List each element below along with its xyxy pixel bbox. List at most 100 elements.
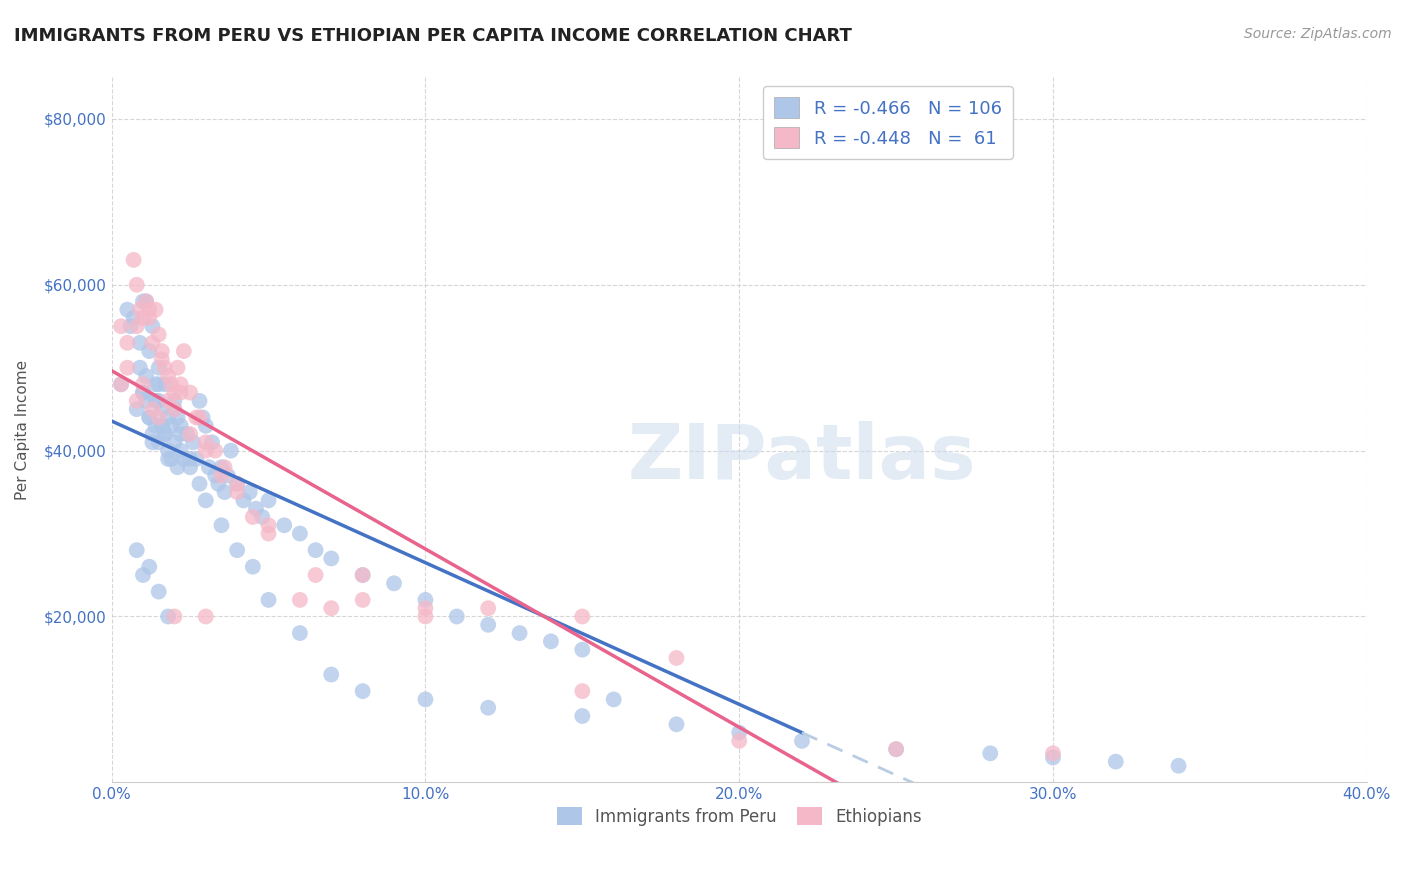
Point: [257, 593, 280, 607]
Point: [150, 344, 173, 359]
Point: [194, 443, 217, 458]
Point: [1042, 750, 1064, 764]
Point: [160, 377, 183, 392]
Point: [415, 692, 437, 706]
Point: [204, 443, 226, 458]
Point: [169, 385, 191, 400]
Point: [145, 377, 167, 392]
Point: [179, 460, 201, 475]
Point: [477, 601, 499, 615]
Point: [153, 427, 176, 442]
Point: [219, 443, 242, 458]
Point: [153, 360, 176, 375]
Point: [125, 393, 148, 408]
Point: [181, 435, 204, 450]
Point: [194, 418, 217, 433]
Point: [226, 476, 249, 491]
Point: [194, 435, 217, 450]
Point: [204, 468, 226, 483]
Point: [163, 393, 186, 408]
Point: [217, 468, 239, 483]
Point: [198, 460, 221, 475]
Point: [141, 435, 163, 450]
Point: [446, 609, 468, 624]
Point: [179, 427, 201, 442]
Point: [148, 435, 170, 450]
Point: [304, 543, 326, 558]
Point: [665, 717, 688, 731]
Point: [252, 510, 274, 524]
Point: [135, 369, 157, 384]
Point: [141, 335, 163, 350]
Point: [188, 393, 211, 408]
Point: [145, 302, 167, 317]
Text: IMMIGRANTS FROM PERU VS ETHIOPIAN PER CAPITA INCOME CORRELATION CHART: IMMIGRANTS FROM PERU VS ETHIOPIAN PER CA…: [14, 27, 852, 45]
Point: [157, 369, 180, 384]
Point: [163, 385, 186, 400]
Point: [214, 485, 236, 500]
Point: [979, 747, 1001, 761]
Point: [257, 518, 280, 533]
Point: [214, 460, 236, 475]
Point: [179, 385, 201, 400]
Point: [157, 443, 180, 458]
Point: [242, 559, 264, 574]
Point: [148, 377, 170, 392]
Point: [163, 609, 186, 624]
Point: [415, 609, 437, 624]
Point: [169, 418, 191, 433]
Point: [571, 642, 593, 657]
Point: [128, 335, 150, 350]
Point: [125, 402, 148, 417]
Point: [128, 360, 150, 375]
Point: [232, 493, 254, 508]
Point: [138, 344, 160, 359]
Point: [665, 651, 688, 665]
Point: [288, 626, 311, 640]
Point: [141, 319, 163, 334]
Point: [138, 310, 160, 325]
Point: [884, 742, 907, 756]
Point: [145, 393, 167, 408]
Point: [117, 335, 139, 350]
Point: [477, 617, 499, 632]
Point: [188, 476, 211, 491]
Point: [120, 319, 142, 334]
Point: [132, 310, 155, 325]
Point: [166, 410, 188, 425]
Point: [194, 609, 217, 624]
Point: [226, 476, 249, 491]
Point: [242, 510, 264, 524]
Point: [132, 385, 155, 400]
Point: [415, 601, 437, 615]
Point: [728, 734, 751, 748]
Point: [257, 526, 280, 541]
Point: [138, 559, 160, 574]
Y-axis label: Per Capita Income: Per Capita Income: [15, 359, 30, 500]
Point: [884, 742, 907, 756]
Point: [382, 576, 405, 591]
Point: [173, 451, 195, 466]
Point: [117, 360, 139, 375]
Point: [110, 377, 132, 392]
Point: [125, 543, 148, 558]
Point: [141, 402, 163, 417]
Point: [148, 360, 170, 375]
Point: [141, 427, 163, 442]
Point: [352, 568, 374, 582]
Point: [571, 709, 593, 723]
Point: [150, 352, 173, 367]
Point: [132, 385, 155, 400]
Point: [132, 294, 155, 309]
Point: [157, 393, 180, 408]
Point: [1105, 755, 1128, 769]
Point: [288, 593, 311, 607]
Point: [728, 725, 751, 739]
Point: [148, 410, 170, 425]
Point: [226, 543, 249, 558]
Point: [239, 485, 262, 500]
Point: [211, 518, 233, 533]
Point: [321, 667, 343, 681]
Point: [176, 427, 198, 442]
Point: [150, 418, 173, 433]
